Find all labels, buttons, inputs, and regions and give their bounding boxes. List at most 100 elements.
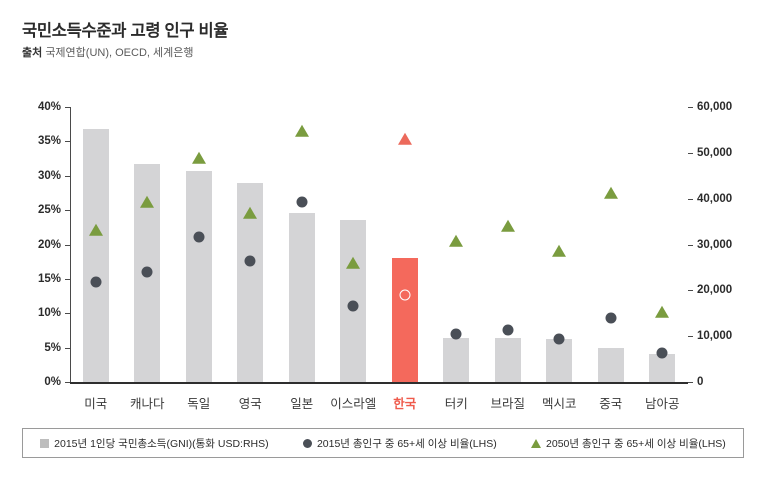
bar-gni[interactable] bbox=[597, 348, 624, 382]
marker-2050-elderly[interactable] bbox=[346, 256, 361, 269]
y-axis-left-label: 15% bbox=[37, 272, 61, 285]
y-tick-left bbox=[65, 175, 70, 177]
marker-2015-elderly[interactable] bbox=[553, 333, 565, 345]
y-axis-left-label: 20% bbox=[37, 238, 61, 251]
y-tick-left bbox=[65, 382, 70, 383]
page-title: 국민소득수준과 고령 인구 비율 bbox=[22, 22, 229, 40]
y-tick-left bbox=[65, 107, 70, 108]
y-tick-left bbox=[65, 210, 70, 212]
legend-item-gni: 2015년 1인당 국민총소득(GNI)(통화 USD:RHS) bbox=[40, 436, 269, 451]
marker-2050-elderly[interactable] bbox=[449, 234, 464, 247]
legend-label: 2015년 총인구 중 65+세 이상 비율(LHS) bbox=[316, 437, 497, 450]
marker-2015-elderly[interactable] bbox=[502, 324, 514, 336]
y-axis-left-label: 30% bbox=[37, 169, 61, 182]
y-axis-right-label: 10,000 bbox=[697, 330, 733, 343]
chart-group[interactable]: 한국 bbox=[379, 107, 431, 411]
marker-2015-elderly[interactable] bbox=[244, 255, 256, 267]
legend-label: 2015년 1인당 국민총소득(GNI)(통화 USD:RHS) bbox=[54, 437, 269, 450]
marker-2015-elderly[interactable] bbox=[450, 328, 462, 340]
triangle-marker-icon bbox=[531, 438, 542, 448]
y-axis-right-label: 20,000 bbox=[697, 284, 733, 297]
y-axis-left-label: 5% bbox=[44, 341, 61, 354]
chart-group[interactable]: 캐나다 bbox=[122, 107, 174, 411]
y-axis-right-label: 50,000 bbox=[697, 146, 733, 159]
x-axis-label: 터키 bbox=[444, 397, 468, 411]
marker-2015-elderly[interactable] bbox=[141, 266, 153, 278]
marker-2015-elderly[interactable] bbox=[656, 347, 668, 359]
circle-marker-icon bbox=[302, 438, 312, 448]
y-tick-left bbox=[65, 347, 70, 349]
marker-2050-elderly[interactable] bbox=[191, 152, 206, 165]
y-tick-right bbox=[688, 290, 693, 292]
source-text: 국제연합(UN), OECD, 세계은행 bbox=[45, 47, 194, 59]
bar-gni[interactable] bbox=[391, 258, 418, 382]
y-tick-right bbox=[688, 198, 693, 200]
chart-group[interactable]: 브라질 bbox=[482, 107, 534, 411]
x-axis-label: 독일 bbox=[187, 397, 211, 411]
y-tick-left bbox=[65, 278, 70, 280]
marker-2050-elderly[interactable] bbox=[397, 132, 412, 145]
marker-2050-elderly[interactable] bbox=[500, 220, 515, 233]
y-axis-right-label: 0 bbox=[697, 376, 704, 388]
marker-2015-elderly[interactable] bbox=[90, 276, 102, 288]
x-axis bbox=[70, 382, 688, 384]
y-axis-left-label: 25% bbox=[37, 204, 61, 217]
bar-gni[interactable] bbox=[443, 338, 470, 382]
y-axis-right-label: 30,000 bbox=[697, 238, 733, 251]
x-axis-label: 영국 bbox=[238, 397, 262, 411]
marker-2050-elderly[interactable] bbox=[243, 206, 258, 219]
marker-2015-elderly[interactable] bbox=[347, 300, 359, 312]
marker-2015-elderly[interactable] bbox=[296, 196, 308, 208]
marker-2050-elderly[interactable] bbox=[88, 224, 103, 237]
y-tick-left bbox=[65, 244, 70, 246]
bar-gni[interactable] bbox=[82, 129, 109, 382]
chart-legend: 2015년 1인당 국민총소득(GNI)(통화 USD:RHS) 2015년 총… bbox=[22, 428, 744, 458]
x-axis-label: 미국 bbox=[84, 397, 108, 411]
x-axis-label: 한국 bbox=[393, 397, 417, 411]
marker-2050-elderly[interactable] bbox=[655, 306, 670, 319]
y-tick-right bbox=[688, 152, 693, 154]
legend-item-2050-elderly: 2050년 총인구 중 65+세 이상 비율(LHS) bbox=[531, 436, 726, 451]
legend-item-2015-elderly: 2015년 총인구 중 65+세 이상 비율(LHS) bbox=[302, 436, 497, 451]
y-axis-right-label: 60,000 bbox=[697, 101, 733, 113]
y-axis-left-label: 35% bbox=[37, 135, 61, 148]
marker-2015-elderly[interactable] bbox=[605, 312, 617, 324]
chart-group[interactable]: 일본 bbox=[276, 107, 328, 411]
x-axis-label: 브라질 bbox=[490, 397, 526, 411]
y-tick-right bbox=[688, 107, 693, 108]
marker-2015-elderly[interactable] bbox=[193, 231, 205, 243]
marker-2050-elderly[interactable] bbox=[552, 244, 567, 257]
y-tick-right bbox=[688, 382, 693, 383]
y-axis-left-label: 10% bbox=[37, 307, 61, 320]
marker-2050-elderly[interactable] bbox=[140, 195, 155, 208]
chart-group[interactable]: 터키 bbox=[431, 107, 483, 411]
y-tick-right bbox=[688, 336, 693, 338]
x-axis-label: 중국 bbox=[599, 397, 623, 411]
bar-gni[interactable] bbox=[288, 213, 315, 382]
x-axis-label: 캐나다 bbox=[129, 397, 165, 411]
bar-gni[interactable] bbox=[546, 339, 573, 382]
marker-2015-elderly[interactable] bbox=[399, 289, 411, 301]
chart-source: 출처 국제연합(UN), OECD, 세계은행 bbox=[22, 44, 194, 60]
x-axis-label: 남아공 bbox=[644, 397, 680, 411]
chart-group[interactable]: 미국 bbox=[70, 107, 122, 411]
chart-group[interactable]: 멕시코 bbox=[534, 107, 586, 411]
y-tick-right bbox=[688, 244, 693, 246]
bar-gni[interactable] bbox=[185, 171, 212, 382]
chart-group[interactable]: 남아공 bbox=[637, 107, 689, 411]
x-axis-label: 일본 bbox=[290, 397, 314, 411]
chart-group[interactable]: 중국 bbox=[585, 107, 637, 411]
plot-area: 0% 5% 10% 15% 20% 25% 30% 35% 40% 0 10,000 20,000 30… bbox=[38, 101, 732, 411]
chart-group[interactable]: 독일 bbox=[173, 107, 225, 411]
y-axis-left-label: 40% bbox=[37, 101, 61, 113]
y-tick-left bbox=[65, 313, 70, 315]
chart-group[interactable]: 영국 bbox=[225, 107, 277, 411]
marker-2050-elderly[interactable] bbox=[603, 186, 618, 199]
legend-label: 2050년 총인구 중 65+세 이상 비율(LHS) bbox=[546, 437, 726, 450]
y-axis-left-label: 0% bbox=[44, 376, 61, 388]
marker-2050-elderly[interactable] bbox=[294, 125, 309, 138]
y-tick-left bbox=[65, 141, 70, 143]
bar-gni[interactable] bbox=[494, 338, 521, 382]
chart-group[interactable]: 이스라엘 bbox=[328, 107, 380, 411]
